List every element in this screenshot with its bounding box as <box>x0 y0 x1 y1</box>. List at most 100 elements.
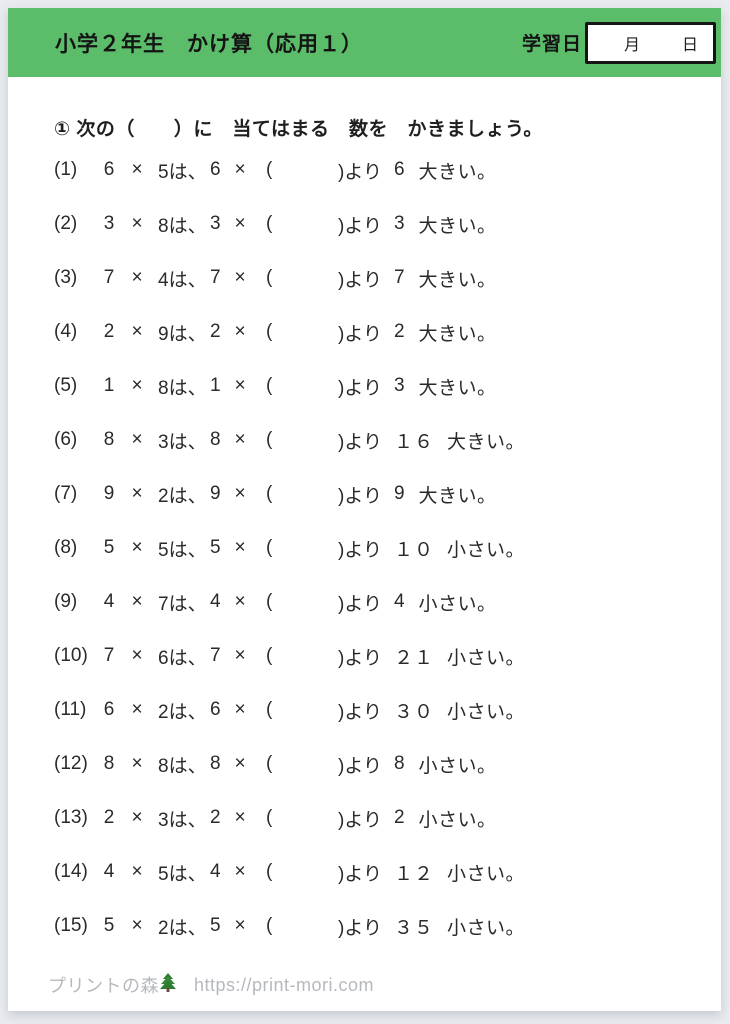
answer-blank-open-paren: ( <box>266 699 273 720</box>
problem-number: (15) <box>54 915 88 936</box>
multiplier: 2は、 <box>158 701 207 723</box>
multiplicand-repeat: 7 <box>210 645 221 666</box>
multiplicand: 6 <box>103 699 115 720</box>
multiplicand: 8 <box>103 429 115 450</box>
comparison-text: 小さい。 <box>446 863 525 885</box>
multiplicand: 7 <box>103 645 115 666</box>
answer-blank-close-paren: )より <box>338 161 382 183</box>
problem-row: (9) 4 × 7は、 4 × ( )より 4 小さい。 <box>54 575 721 629</box>
multiplicand-repeat: 4 <box>210 861 221 882</box>
difference-value: ３５ <box>393 917 434 939</box>
multiply-sign: × <box>234 537 246 558</box>
comparison-text: 大きい。 <box>418 485 497 507</box>
multiplicand: 4 <box>103 591 115 612</box>
problem-row: (6) 8 × 3は、 8 × ( )より １６ 大きい。 <box>54 413 721 467</box>
problem-number: (13) <box>54 807 88 828</box>
difference-value: 2 <box>393 807 406 828</box>
multiplicand-repeat: 6 <box>210 159 221 180</box>
multiplicand: 7 <box>103 267 115 288</box>
multiplicand-repeat: 7 <box>210 267 221 288</box>
answer-blank-open-paren: ( <box>266 159 273 180</box>
multiplicand: 3 <box>103 213 115 234</box>
answer-blank-close-paren: )より <box>338 593 382 615</box>
multiply-sign: × <box>131 645 143 666</box>
multiply-sign: × <box>234 915 246 936</box>
multiplicand: 2 <box>103 807 115 828</box>
month-label: 月 <box>623 36 640 54</box>
multiply-sign: × <box>131 753 143 774</box>
answer-blank-close-paren: )より <box>338 917 382 939</box>
multiplier: 5は、 <box>158 863 207 885</box>
difference-value: 8 <box>393 753 406 774</box>
difference-value: 3 <box>393 213 406 234</box>
difference-value: 7 <box>393 267 406 288</box>
multiply-sign: × <box>234 645 246 666</box>
difference-value: 2 <box>393 321 406 342</box>
answer-blank-close-paren: )より <box>338 323 382 345</box>
multiplicand-repeat: 8 <box>210 429 221 450</box>
answer-blank-open-paren: ( <box>266 861 273 882</box>
difference-value: ２１ <box>393 647 434 669</box>
comparison-text: 大きい。 <box>418 215 497 237</box>
difference-value: 3 <box>393 375 406 396</box>
multiplier: 5は、 <box>158 539 207 561</box>
answer-blank-open-paren: ( <box>266 915 273 936</box>
multiplier: 2は、 <box>158 917 207 939</box>
problem-number: (11) <box>54 699 87 720</box>
answer-blank-open-paren: ( <box>266 213 273 234</box>
study-date-label: 学習日 <box>521 34 582 55</box>
comparison-text: 大きい。 <box>446 431 525 453</box>
difference-value: 9 <box>393 483 406 504</box>
problem-row: (7) 9 × 2は、 9 × ( )より 9 大きい。 <box>54 467 721 521</box>
multiply-sign: × <box>234 321 246 342</box>
multiplicand-repeat: 5 <box>210 537 221 558</box>
difference-value: １２ <box>393 863 434 885</box>
problem-number: (7) <box>54 483 78 504</box>
multiply-sign: × <box>131 915 143 936</box>
day-label: 日 <box>681 36 698 54</box>
answer-blank-close-paren: )より <box>338 431 382 453</box>
multiplicand: 5 <box>103 537 115 558</box>
multiplier: 3は、 <box>158 431 207 453</box>
answer-blank-open-paren: ( <box>266 753 273 774</box>
instruction-text: ① 次の（ ）に 当てはまる 数を かきましょう。 <box>54 119 543 140</box>
worksheet-header: 小学２年生 かけ算（応用１） 学習日 月 日 <box>8 8 721 77</box>
answer-blank-open-paren: ( <box>266 429 273 450</box>
problem-row: (14) 4 × 5は、 4 × ( )より １２ 小さい。 <box>54 845 721 899</box>
answer-blank-open-paren: ( <box>266 483 273 504</box>
worksheet-page: 小学２年生 かけ算（応用１） 学習日 月 日 ① 次の（ ）に 当てはまる 数を… <box>8 8 721 1011</box>
multiply-sign: × <box>131 213 143 234</box>
answer-blank-close-paren: )より <box>338 701 382 723</box>
problem-number: (10) <box>54 645 88 666</box>
multiplier: 9は、 <box>158 323 207 345</box>
evergreen-tree-icon <box>160 973 176 997</box>
multiply-sign: × <box>131 321 143 342</box>
multiply-sign: × <box>131 159 143 180</box>
problem-row: (8) 5 × 5は、 5 × ( )より １０ 小さい。 <box>54 521 721 575</box>
multiply-sign: × <box>234 753 246 774</box>
multiply-sign: × <box>234 807 246 828</box>
multiplier: 4は、 <box>158 269 207 291</box>
multiply-sign: × <box>131 375 143 396</box>
site-url: https://print-mori.com <box>194 974 375 995</box>
footer: プリントの森 https://print-mori.com <box>48 972 374 998</box>
multiplier: 8は、 <box>158 377 207 399</box>
multiplicand-repeat: 6 <box>210 699 221 720</box>
answer-blank-close-paren: )より <box>338 863 382 885</box>
answer-blank-close-paren: )より <box>338 215 382 237</box>
answer-blank-close-paren: )より <box>338 485 382 507</box>
problem-number: (8) <box>54 537 78 558</box>
problem-list: (1) 6 × 5は、 6 × ( )より 6 大きい。 (2) 3 × 8は、… <box>54 143 721 953</box>
problem-row: (11) 6 × 2は、 6 × ( )より ３０ 小さい。 <box>54 683 721 737</box>
multiplicand: 4 <box>103 861 115 882</box>
problem-number: (9) <box>54 591 78 612</box>
multiply-sign: × <box>131 861 143 882</box>
answer-blank-open-paren: ( <box>266 645 273 666</box>
comparison-text: 小さい。 <box>418 755 497 777</box>
multiply-sign: × <box>234 429 246 450</box>
multiplicand-repeat: 1 <box>210 375 221 396</box>
multiplier: 8は、 <box>158 215 207 237</box>
date-entry-box: 月 日 <box>585 21 716 64</box>
multiplicand-repeat: 9 <box>210 483 221 504</box>
multiply-sign: × <box>131 429 143 450</box>
